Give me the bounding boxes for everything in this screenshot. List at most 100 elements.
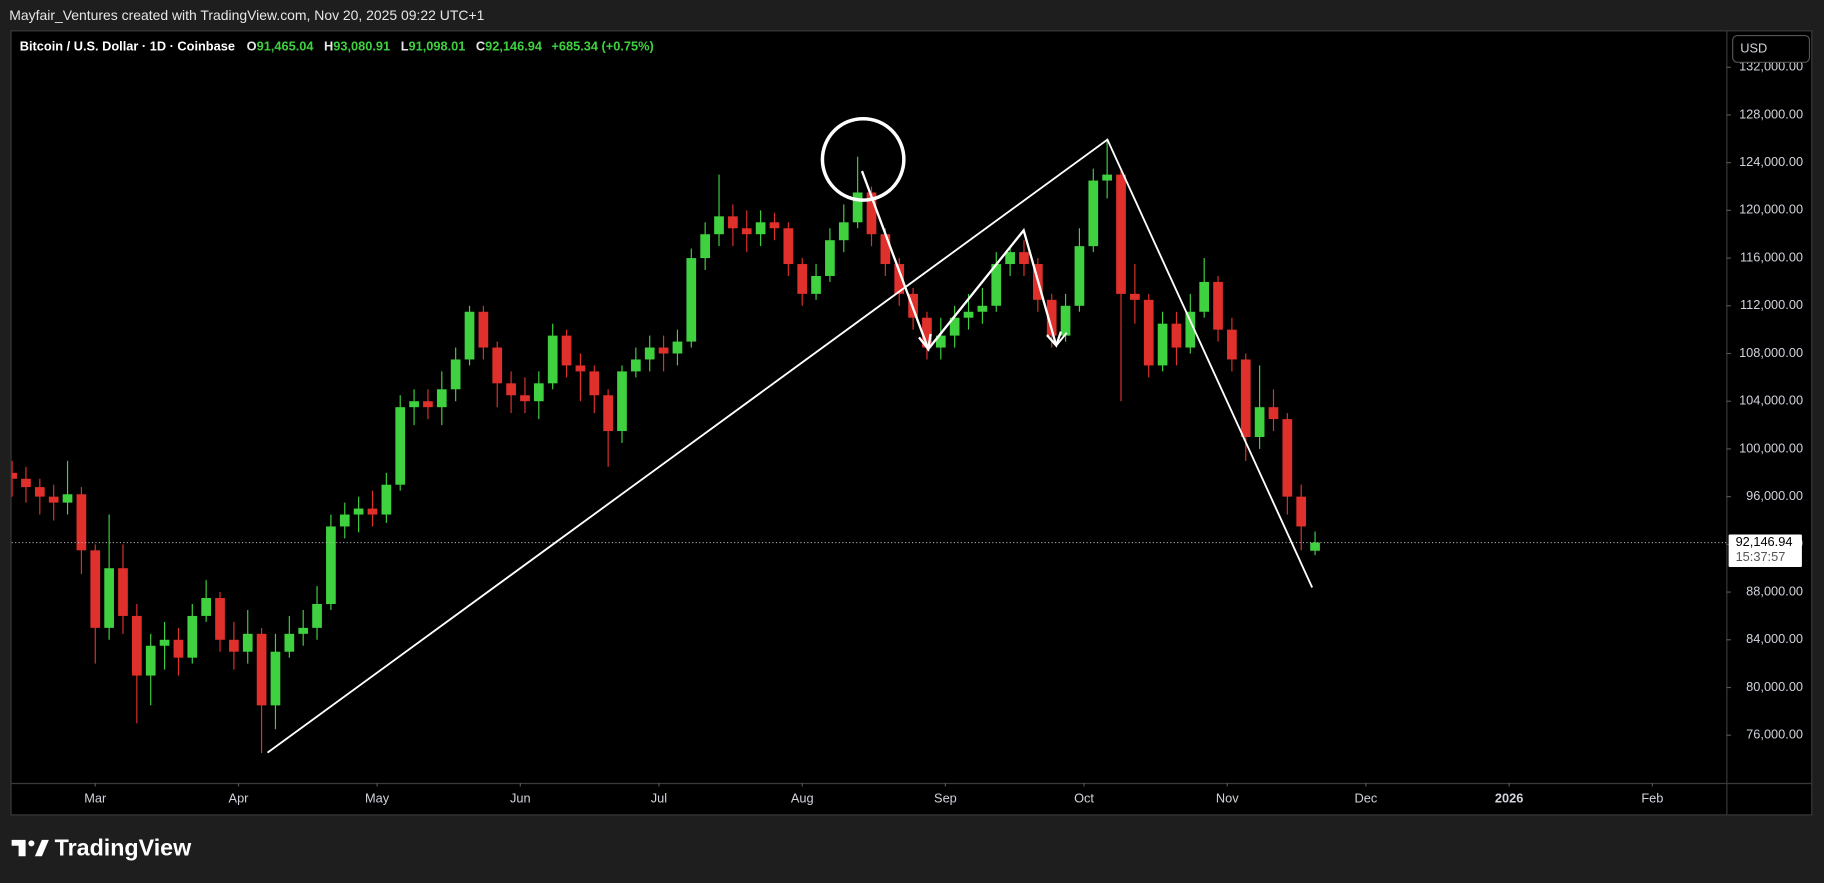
candle-body xyxy=(1199,281,1210,312)
candle-body xyxy=(935,335,946,348)
candle-body xyxy=(256,633,267,706)
candle-body xyxy=(894,264,905,294)
y-tick-label: 88,000.00 xyxy=(1746,583,1803,598)
x-tick-label: May xyxy=(365,791,390,806)
legend-key: O xyxy=(247,39,257,54)
logo-mark xyxy=(34,839,49,857)
x-tick-label: Apr xyxy=(229,791,250,806)
trend-lines xyxy=(267,138,1314,754)
candle-body xyxy=(367,508,378,515)
candle-body xyxy=(478,311,489,348)
candle-body xyxy=(631,359,641,372)
currency-label[interactable]: USD xyxy=(1740,40,1767,55)
candle-body xyxy=(423,401,433,408)
candle-body xyxy=(1046,299,1057,336)
legend-value: 92,146.94 xyxy=(485,39,543,54)
candle-body xyxy=(242,633,253,652)
candle-body xyxy=(145,645,156,676)
y-tick-label: 112,000.00 xyxy=(1740,297,1803,312)
candle-body xyxy=(1213,281,1223,330)
x-tick-label: Sep xyxy=(934,791,957,806)
x-tick-label: Mar xyxy=(84,791,107,806)
candle-body xyxy=(520,395,530,402)
candle-body xyxy=(866,192,877,235)
candle-body xyxy=(1185,311,1196,348)
x-tick-label: 2026 xyxy=(1495,791,1523,806)
candle-body xyxy=(1088,180,1099,247)
x-tick-label: Nov xyxy=(1216,791,1239,806)
candle-body xyxy=(409,401,419,408)
y-tick-label: 96,000.00 xyxy=(1746,488,1803,503)
x-tick-label: Feb xyxy=(1641,791,1663,806)
candle-body xyxy=(617,371,627,432)
x-tick-label: Oct xyxy=(1074,791,1094,806)
candle-body xyxy=(991,264,1002,306)
candle-body xyxy=(131,615,142,676)
candle-body xyxy=(48,496,59,503)
candle-body xyxy=(118,568,128,616)
candle-body xyxy=(229,639,239,652)
candle-body xyxy=(1005,252,1015,265)
y-tick-label: 100,000.00 xyxy=(1739,440,1803,455)
candle-body xyxy=(1130,293,1140,300)
candle-body xyxy=(1102,174,1112,181)
candle-body xyxy=(741,228,752,235)
candle-body xyxy=(1227,329,1237,360)
candle-body xyxy=(547,335,558,384)
candle-body xyxy=(1019,252,1029,265)
legend-key: L xyxy=(401,39,409,54)
candle-body xyxy=(561,335,572,366)
candle-body xyxy=(506,383,516,396)
candle-body xyxy=(21,478,31,488)
logo-mark xyxy=(11,839,26,857)
legend-value: 91,465.04 xyxy=(257,39,315,54)
candle-body xyxy=(464,311,475,360)
candle-body xyxy=(339,514,350,527)
candle-body xyxy=(672,341,683,354)
candle-body xyxy=(395,407,406,485)
candle-body xyxy=(1282,419,1293,497)
candle-body xyxy=(811,275,821,294)
attribution: Mayfair_Ventures created with TradingVie… xyxy=(9,7,484,23)
legend-key: H xyxy=(324,39,333,54)
chart-frame xyxy=(10,30,1813,816)
candle-body xyxy=(700,234,711,259)
symbol-title: Bitcoin / U.S. Dollar · 1D · Coinbase xyxy=(20,39,235,54)
candle-body xyxy=(492,347,503,384)
candle-body xyxy=(1171,323,1182,348)
highlight-circle xyxy=(820,116,906,202)
candle-body xyxy=(1254,407,1265,438)
candle-body xyxy=(728,216,738,229)
candle-body xyxy=(769,222,780,229)
y-tick-label: 124,000.00 xyxy=(1739,154,1803,169)
candle-body xyxy=(201,598,212,616)
candle-body xyxy=(76,494,87,551)
candle-body xyxy=(62,494,73,503)
y-tick-label: 116,000.00 xyxy=(1740,249,1803,264)
symbol-legend: Bitcoin / U.S. Dollar · 1D · Coinbase O9… xyxy=(20,39,654,54)
candle-body xyxy=(589,371,600,396)
candle-body xyxy=(1143,299,1154,366)
currency-button[interactable] xyxy=(1732,34,1811,63)
candle-body xyxy=(783,228,794,265)
candle-body xyxy=(173,639,184,658)
countdown-label: 15:37:57 xyxy=(1736,549,1786,564)
drawings xyxy=(267,116,1314,754)
candle-body xyxy=(658,347,669,354)
candle-body xyxy=(949,317,960,336)
x-tick-label: Jun xyxy=(510,791,531,806)
candle-body xyxy=(450,359,461,390)
candle-body xyxy=(284,633,295,652)
y-tick-label: 76,000.00 xyxy=(1746,727,1803,742)
plot-area xyxy=(11,138,1727,754)
legend-value: 93,080.91 xyxy=(333,39,390,54)
y-tick-label: 80,000.00 xyxy=(1746,679,1803,694)
arrow-head xyxy=(918,333,932,352)
candle-body xyxy=(755,222,766,235)
arrow-tail xyxy=(1055,332,1068,347)
candle-body xyxy=(838,222,849,241)
candle-body xyxy=(963,311,974,318)
candle-body xyxy=(714,216,724,235)
